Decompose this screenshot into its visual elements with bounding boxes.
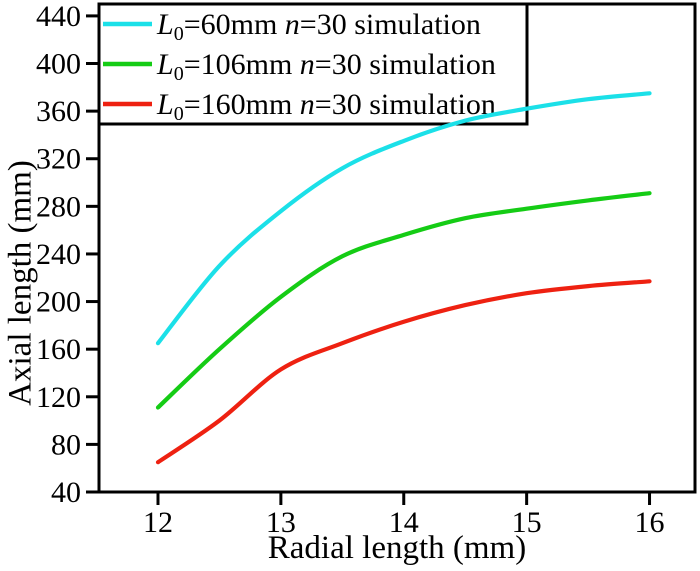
y-tick-label: 200 [36, 286, 81, 319]
y-tick-label: 40 [51, 476, 81, 509]
y-tick-label: 80 [51, 428, 81, 461]
y-tick-label: 160 [36, 333, 81, 366]
y-tick-label: 360 [36, 95, 81, 128]
curve-series-2 [155, 279, 652, 465]
legend-entry-label: L0=60mm n=30 simulation [156, 8, 481, 45]
x-tick-label: 16 [635, 506, 665, 539]
legend-entry-label: L0=106mm n=30 simulation [156, 48, 496, 85]
y-axis-title: Axial length (mm) [2, 160, 39, 406]
y-tick-label: 400 [36, 48, 81, 81]
legend-box [97, 2, 529, 126]
y-tick-label: 240 [36, 238, 81, 271]
x-tick-label: 15 [512, 506, 542, 539]
curve-series-0 [155, 91, 652, 346]
x-tick-label: 13 [266, 506, 296, 539]
x-tick-label: 14 [389, 506, 419, 539]
y-tick-label: 320 [36, 143, 81, 176]
y-tick-label: 440 [36, 0, 81, 33]
x-tick-label: 12 [143, 506, 173, 539]
y-tick-label: 280 [36, 190, 81, 223]
y-tick-label: 120 [36, 381, 81, 414]
curve-series-1 [155, 191, 652, 410]
legend-entry-label: L0=160mm n=30 simulation [156, 88, 496, 125]
x-axis-title: Radial length (mm) [267, 530, 527, 566]
